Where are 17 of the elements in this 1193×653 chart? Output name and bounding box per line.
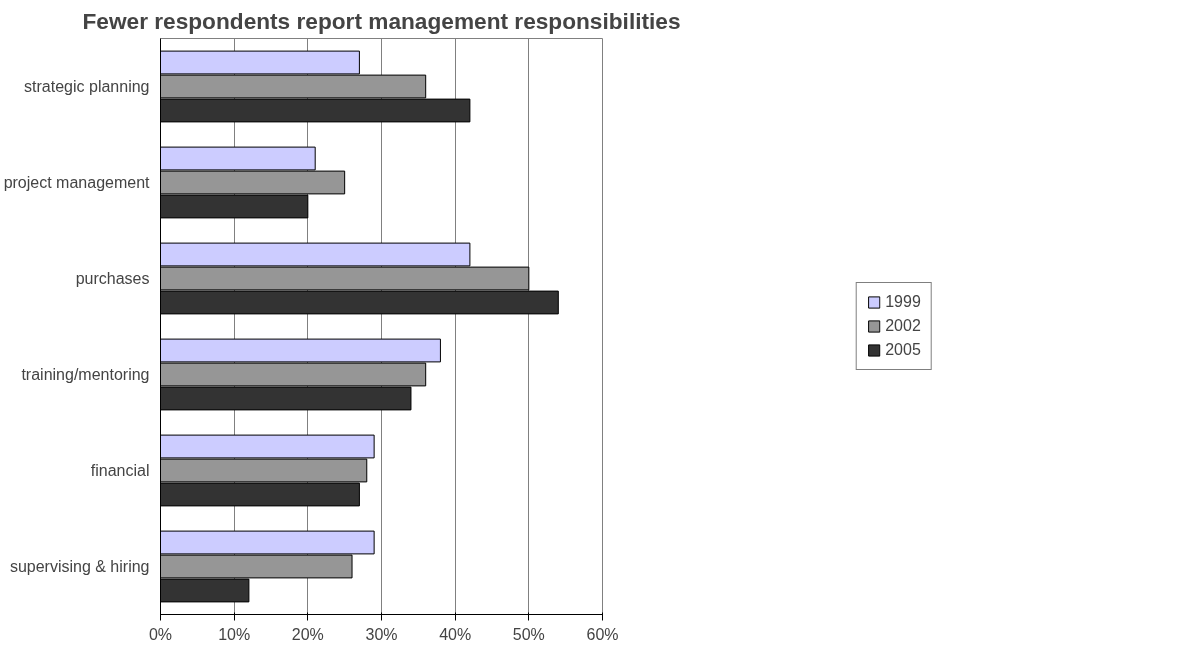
x-tick-label: 20%	[291, 625, 324, 643]
y-tick-label: strategic planning	[24, 78, 150, 95]
y-tick-label: supervising & hiring	[9, 558, 150, 575]
chart-title: Fewer respondents report management responsibilities	[82, 7, 681, 34]
legend-label: 2002	[885, 317, 921, 335]
legend-label: 1999	[885, 293, 921, 311]
legend-label: 2005	[885, 341, 921, 359]
x-tick-label: 40%	[439, 625, 472, 643]
x-tick-label: 60%	[586, 625, 619, 643]
y-tick-label: financial	[90, 462, 150, 479]
y-tick-label: purchases	[75, 270, 150, 287]
y-tick-label: training/mentoring	[21, 366, 150, 383]
x-tick-label: 10%	[218, 625, 251, 643]
x-tick-label: 0%	[148, 625, 173, 643]
y-tick-label: project management	[3, 174, 151, 191]
x-tick-label: 50%	[512, 625, 545, 643]
x-tick-label: 30%	[365, 625, 398, 643]
